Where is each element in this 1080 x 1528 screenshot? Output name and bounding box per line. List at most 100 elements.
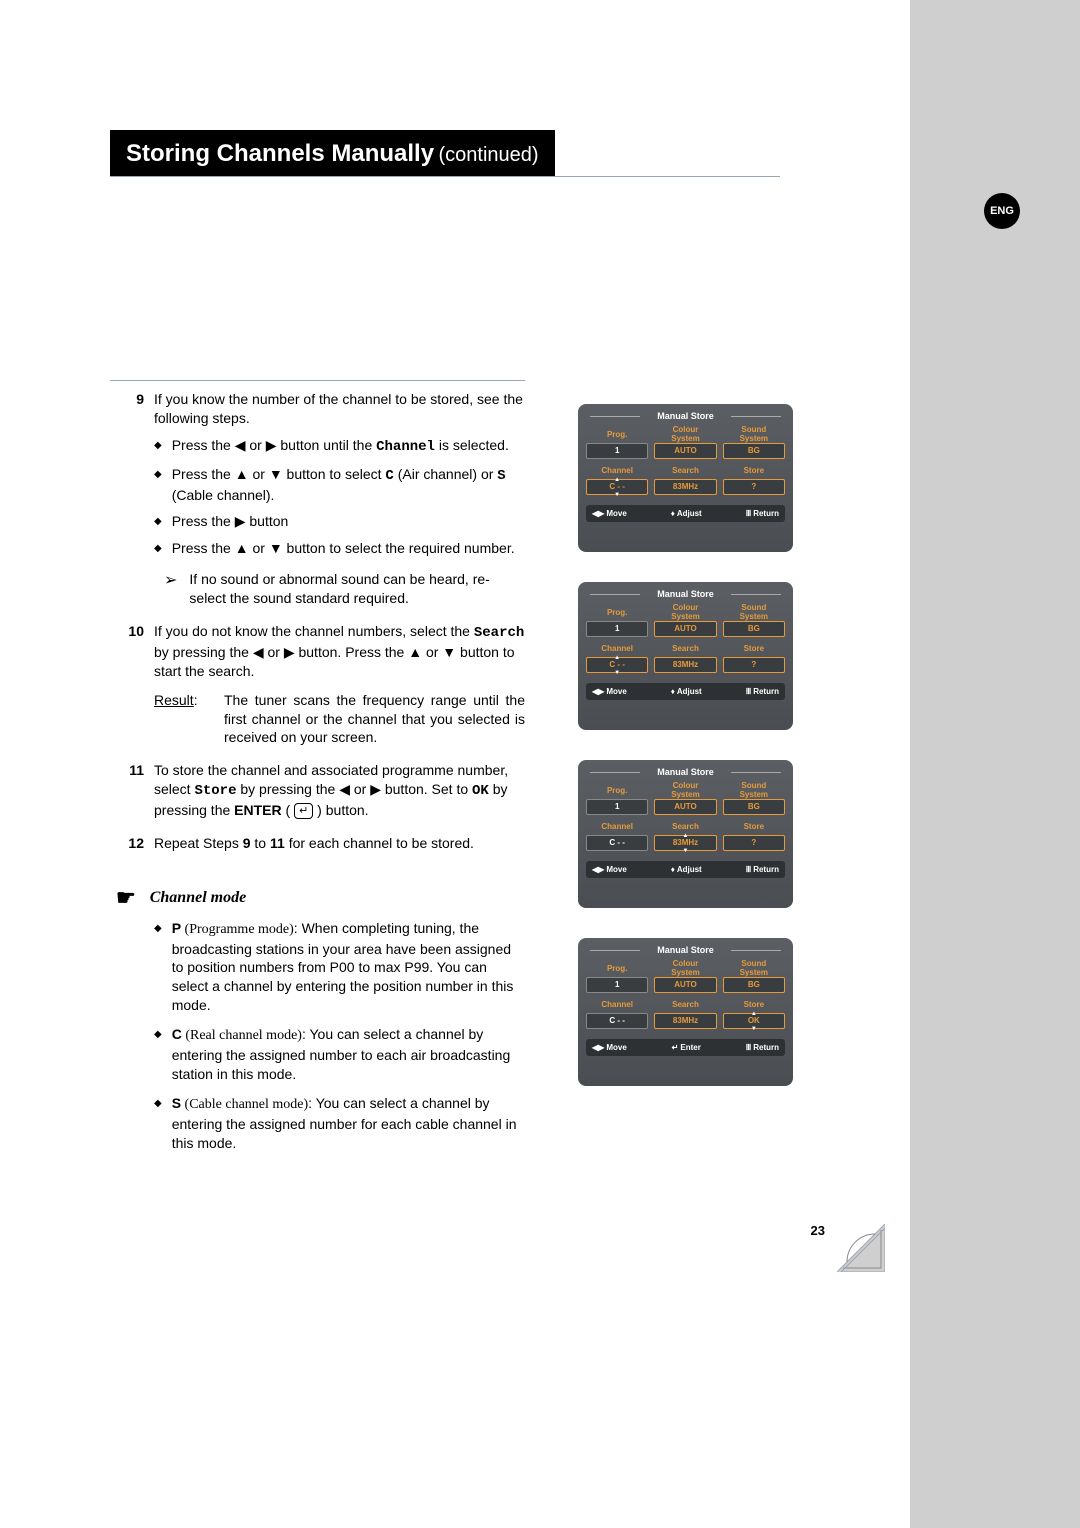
menu-cell-label: Store: [723, 639, 785, 657]
bullet-item: Press the ▲ or ▼ button to select the re…: [154, 539, 525, 558]
page-subtitle: (continued): [439, 144, 539, 166]
help-move: ◀▶Move: [592, 1043, 627, 1052]
mono-text: Search: [474, 625, 524, 641]
menu-cell: ChannelC - -▲▼: [586, 639, 648, 673]
menu-cell-value: C - -: [586, 1013, 648, 1029]
result-text: The tuner scans the frequency range unti…: [224, 691, 525, 748]
menu-cell-value: C - -▲▼: [586, 479, 648, 495]
enter-label: ENTER: [234, 802, 281, 818]
language-badge: ENG: [984, 193, 1020, 229]
help-return: ⅢReturn: [746, 1043, 779, 1052]
step-9: 9 If you know the number of the channel …: [110, 390, 525, 608]
triangle-down-icon: ▼: [751, 1022, 757, 1036]
menu-cell-value: 83MHz▲▼: [654, 835, 716, 851]
menu-cell: Store?: [723, 639, 785, 673]
triangle-up-icon: ▲: [614, 473, 620, 487]
menu-cell-label: ColourSystem: [654, 603, 716, 621]
menu-cell: SoundSystemBG: [723, 959, 785, 993]
triangle-up-icon: ▲: [614, 651, 620, 665]
menu-cell: Prog.1: [586, 425, 648, 459]
help-move: ◀▶Move: [592, 865, 627, 874]
menu-cell-value: ?: [723, 835, 785, 851]
menu-cell-label: Prog.: [586, 959, 648, 977]
menu-panel: Manual Store Prog.1ColourSystemAUTO SoundS…: [578, 404, 793, 552]
page-sidebar: [910, 0, 1080, 1528]
menu-cell-value: BG: [723, 799, 785, 815]
bullet-item: Press the ▶ button: [154, 512, 525, 531]
help-adjust: ♦Adjust: [671, 509, 702, 518]
help-adjust: ♦Adjust: [671, 687, 702, 696]
menu-title: Manual Store: [586, 945, 785, 955]
menu-cell-label: SoundSystem: [723, 603, 785, 621]
menu-cell-label: Channel: [586, 995, 648, 1013]
triangle-up-icon: ▲: [683, 829, 689, 843]
menu-panel: Manual StoreProg.1ColourSystemAUTOSoundS…: [578, 760, 793, 908]
menu-title: Manual Store: [586, 411, 785, 421]
menu-cell: ColourSystemAUTO: [654, 425, 716, 459]
text: to: [251, 835, 270, 851]
menu-panel: Manual Store Prog.1 ColourSystemAUTO SoundS…: [578, 582, 793, 730]
menu-cell-label: SoundSystem: [723, 425, 785, 443]
help-adjust: ♦Adjust: [671, 865, 702, 874]
step-12: 12 Repeat Steps 9 to 11 for each channel…: [110, 834, 525, 853]
menu-cell-value: C - -▲▼: [586, 657, 648, 673]
mono-text: S: [497, 468, 505, 484]
menu-cell-label: Prog.: [586, 781, 648, 799]
bullet-item: Press the ▲ or ▼ button to select C (Air…: [154, 465, 525, 505]
text: 11: [270, 835, 285, 851]
menu-cell-label: Prog.: [586, 603, 648, 621]
arrow-icon: ➢: [164, 570, 177, 608]
step-number: 10: [110, 622, 154, 747]
result-label: Result: [154, 692, 194, 708]
menu-cell-value: AUTO: [654, 443, 716, 459]
text: by pressing the ◀ or ▶ button. Set to: [236, 781, 472, 797]
menu-cell: ColourSystemAUTO: [654, 959, 716, 993]
channel-mode-title: Channel mode: [150, 887, 246, 909]
menu-cell-label: ColourSystem: [654, 959, 716, 977]
menu-cell-value: AUTO: [654, 621, 716, 637]
step-number: 9: [110, 390, 154, 608]
menu-cell-value: 1: [586, 621, 648, 637]
menu-cell-label: SoundSystem: [723, 959, 785, 977]
note-text: If no sound or abnormal sound can be hea…: [189, 570, 525, 608]
menu-cell-value: AUTO: [654, 977, 716, 993]
menu-help-bar: ◀▶Move♦AdjustⅢReturn: [586, 683, 785, 700]
mode-label: C: [172, 1026, 182, 1042]
menu-cell: Prog.1: [586, 781, 648, 815]
text: Press the ▶ button: [172, 512, 289, 531]
text: Press the ▲ or ▼ button to select: [172, 466, 386, 482]
menu-help-bar: ◀▶Move♦AdjustⅢReturn: [586, 505, 785, 522]
triangle-down-icon: ▼: [683, 844, 689, 858]
mode-italic: (Programme mode): [181, 922, 294, 937]
menu-cell-value: OK▲▼: [723, 1013, 785, 1029]
menu-cell: ChannelC - -: [586, 817, 648, 851]
menu-cell: ColourSystemAUTO: [654, 781, 716, 815]
help-return: ⅢReturn: [746, 865, 779, 874]
menu-panels: Manual StoreProg.1ColourSystemAUTOSoundS…: [578, 404, 793, 1116]
page-title: Storing Channels Manually: [126, 140, 434, 167]
bullet-item: S (Cable channel mode): You can select a…: [154, 1094, 525, 1153]
menu-cell: Search83MHz▲▼: [654, 817, 716, 851]
page-number: 23: [811, 1223, 825, 1238]
menu-panel: Manual StoreProg.1ColourSystemAUTOSoundS…: [578, 938, 793, 1086]
menu-cell: ChannelC - -: [586, 995, 648, 1029]
menu-cell-label: Channel: [586, 817, 648, 835]
text: (Air channel) or: [394, 466, 497, 482]
menu-cell: Search83MHz: [654, 639, 716, 673]
help-return: ⅢReturn: [746, 509, 779, 518]
menu-cell-value: BG: [723, 621, 785, 637]
help-return: ⅢReturn: [746, 687, 779, 696]
mono-text: Store: [194, 783, 236, 799]
menu-title: Manual Store: [586, 589, 785, 599]
menu-cell: Search83MHz: [654, 995, 716, 1029]
menu-cell: ColourSystemAUTO: [654, 603, 716, 637]
menu-help-bar: ◀▶Move↵EnterⅢReturn: [586, 1039, 785, 1056]
menu-cell-value: AUTO: [654, 799, 716, 815]
text: by pressing the ◀ or ▶ button. Press the…: [154, 644, 515, 679]
menu-cell-value: 83MHz: [654, 1013, 716, 1029]
triangle-down-icon: ▼: [614, 666, 620, 680]
text: Press the ▲ or ▼ button to select the re…: [172, 539, 515, 558]
text: Press the ◀ or ▶ button until the: [172, 437, 376, 453]
step-number: 12: [110, 834, 154, 853]
text: 9: [243, 835, 251, 851]
